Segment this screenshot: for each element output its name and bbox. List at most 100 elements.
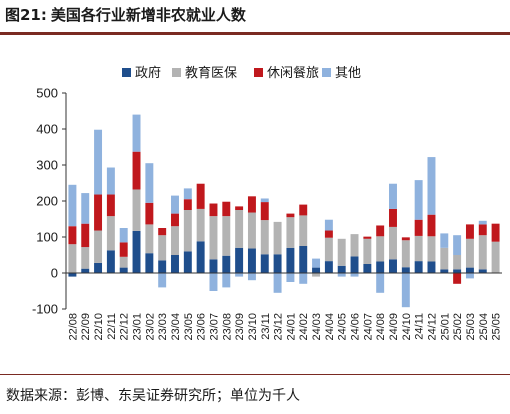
x-tick-label: 23/06: [196, 313, 208, 341]
x-tick-label: 23/11: [260, 313, 272, 340]
bar-22-11-series-4: [106, 167, 115, 195]
bar-23-10-series-3: [247, 196, 256, 213]
bar-25-02-series-3: [453, 273, 462, 284]
x-tick-label: 22/10: [93, 313, 105, 341]
bar-23-05-series-2: [183, 210, 192, 252]
bar-24-12-series-2: [427, 236, 436, 262]
bar-24-04-series-3: [324, 230, 333, 238]
bar-24-02-series-2: [299, 215, 308, 246]
bar-23-09-series-1: [235, 247, 244, 273]
bar-24-12-series-3: [427, 214, 436, 237]
bar-24-09-series-2: [389, 226, 397, 260]
y-tick-label: 200: [36, 194, 58, 209]
x-tick-label: 23/08: [221, 313, 233, 341]
bar-24-01-series-2: [286, 217, 295, 248]
bar-23-02-series-4: [145, 163, 154, 203]
bar-23-07-series-1: [209, 259, 218, 273]
bar-22-11-series-1: [106, 250, 115, 273]
bar-24-11-series-1: [414, 261, 423, 273]
y-tick-label: 500: [36, 86, 58, 101]
x-tick-label: 22/08: [67, 313, 79, 341]
bar-23-04-series-4: [171, 195, 179, 214]
bar-24-02-series-3: [299, 204, 308, 216]
x-tick-label: 22/12: [119, 313, 131, 341]
bar-24-08-series-2: [376, 236, 385, 262]
bar-24-02-series-4: [299, 273, 308, 284]
bar-24-03-series-2: [312, 273, 321, 277]
bar-24-06-series-2: [350, 234, 359, 257]
bar-25-03-series-1: [465, 267, 474, 273]
bar-25-03-series-3: [465, 224, 474, 239]
bar-24-12-series-1: [427, 261, 436, 273]
bar-23-01-series-3: [132, 151, 141, 190]
bar-22-09-series-2: [81, 247, 90, 269]
bar-23-07-series-2: [209, 216, 218, 260]
legend-swatch-1: [122, 68, 131, 77]
bar-22-09-series-1: [81, 268, 90, 273]
bar-24-06-series-1: [350, 256, 359, 273]
bar-24-04-series-4: [324, 219, 333, 231]
bar-23-10-series-2: [247, 212, 256, 249]
bar-23-04-series-3: [171, 213, 179, 227]
bar-25-04-series-4: [478, 220, 487, 225]
bar-23-01-series-4: [132, 114, 141, 152]
bar-22-12-series-2: [119, 256, 128, 268]
bar-23-12-series-2: [273, 221, 282, 255]
bar-22-12-series-1: [119, 267, 128, 273]
bar-23-12-series-1: [273, 254, 282, 273]
x-tick-label: 24/09: [388, 313, 400, 341]
bar-24-10-series-3: [401, 237, 410, 241]
bar-24-05-series-1: [337, 265, 346, 273]
bar-23-03-series-4: [158, 273, 167, 288]
bar-24-01-series-1: [286, 247, 295, 273]
bar-23-02-series-3: [145, 202, 154, 225]
x-tick-label: 25/01: [439, 313, 451, 341]
bar-23-03-series-3: [158, 228, 167, 236]
bar-25-01-series-2: [440, 247, 449, 270]
x-tick-label: 25/04: [478, 313, 490, 341]
bar-24-07-series-3: [363, 236, 372, 239]
x-tick-label: 22/09: [80, 313, 92, 341]
bar-23-05-series-1: [183, 251, 192, 273]
bar-24-08-series-1: [376, 261, 385, 273]
x-tick-label: 24/12: [426, 313, 438, 341]
bar-24-11-series-4: [414, 180, 423, 220]
bar-25-01-series-4: [440, 233, 449, 248]
legend-label-2: 教育医保: [185, 65, 237, 81]
bar-22-12-series-4: [119, 228, 128, 243]
x-tick-label: 25/02: [452, 313, 464, 341]
bar-23-06-series-1: [196, 241, 205, 273]
x-tick-label: 25/05: [491, 313, 503, 341]
bar-23-04-series-1: [171, 255, 179, 273]
bar-25-01-series-1: [440, 269, 449, 273]
bar-23-05-series-4: [183, 188, 192, 200]
bar-25-04-series-3: [478, 224, 487, 236]
figure-number: 图21:: [5, 6, 47, 24]
bar-24-11-series-2: [414, 235, 423, 262]
bar-24-08-series-3: [376, 225, 385, 237]
x-tick-label: 23/03: [157, 313, 169, 341]
legend-label-3: 休闲餐旅: [267, 65, 319, 81]
x-tick-label: 24/04: [324, 313, 336, 341]
bar-24-08-series-4: [376, 273, 385, 293]
bar-24-09-series-4: [389, 183, 397, 209]
bar-22-11-series-2: [106, 216, 115, 251]
legend-swatch-3: [254, 68, 263, 77]
legend-swatch-2: [172, 68, 181, 77]
bar-24-07-series-2: [363, 238, 372, 264]
y-tick-label: -100: [32, 302, 58, 317]
source-note: 数据来源：彭博、东吴证券研究所；单位为千人: [6, 388, 300, 404]
x-tick-label: 24/02: [298, 313, 310, 341]
bar-24-01-series-3: [286, 213, 295, 218]
bar-23-08-series-4: [222, 273, 231, 288]
figure-title: 图21: 美国各行业新增非农就业人数: [5, 4, 246, 25]
x-tick-label: 23/07: [208, 313, 220, 341]
bar-22-09-series-3: [81, 223, 90, 248]
bar-23-06-series-3: [196, 183, 205, 209]
y-tick-label: 100: [36, 230, 58, 245]
x-tick-label: 23/10: [247, 313, 259, 341]
bar-24-05-series-4: [337, 273, 346, 277]
bar-24-12-series-4: [427, 157, 436, 215]
bar-23-03-series-2: [158, 235, 167, 261]
x-tick-label: 24/10: [401, 313, 413, 341]
